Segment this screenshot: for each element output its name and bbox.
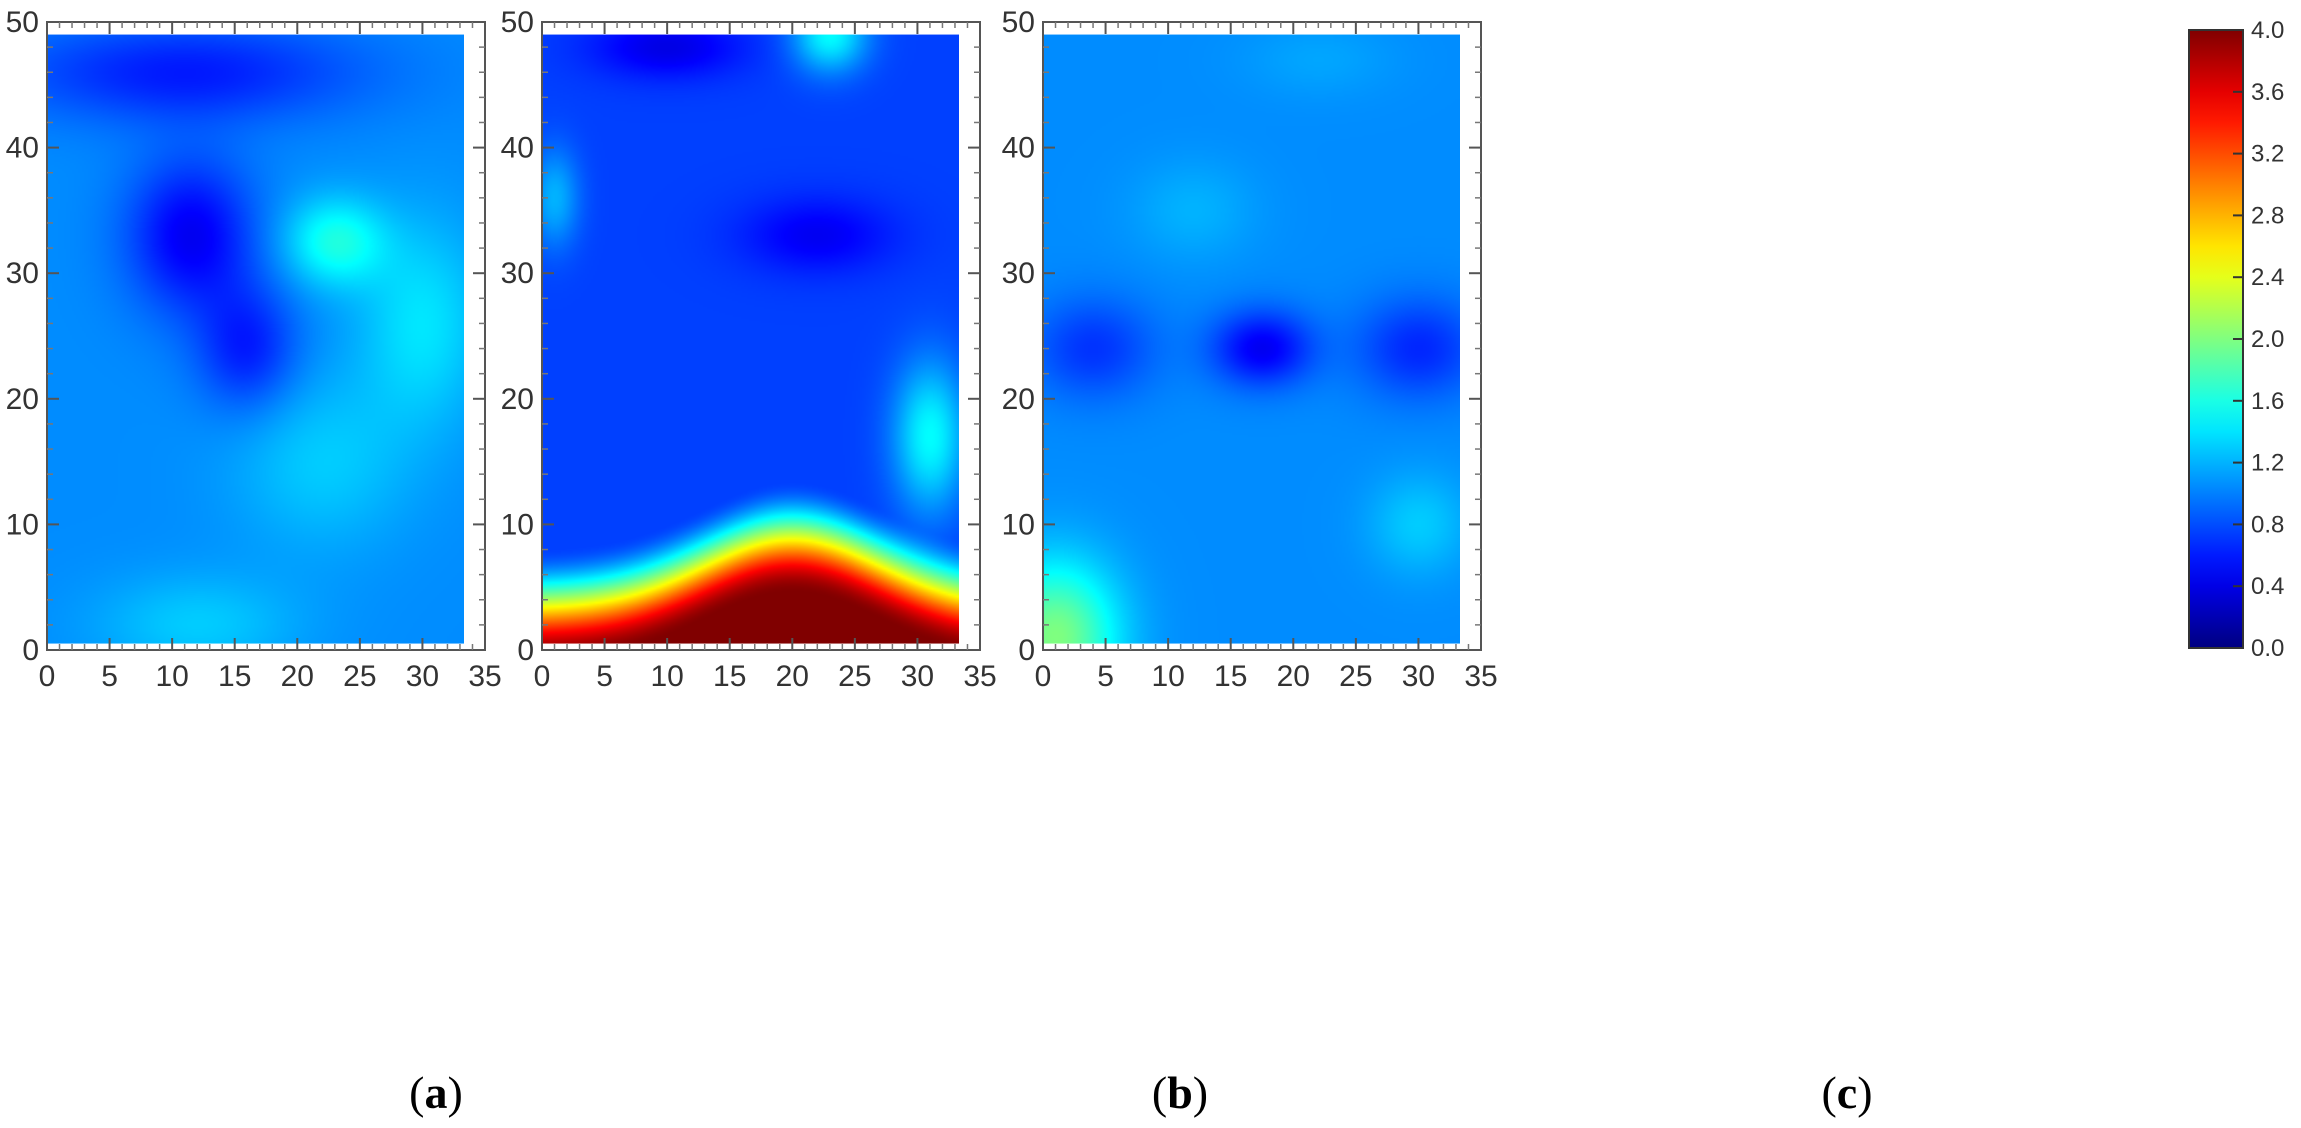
- x-tick-label: 5: [101, 660, 118, 693]
- y-tick-label: 0: [22, 634, 39, 667]
- y-tick-label: 10: [6, 508, 39, 541]
- x-tick-label: 0: [39, 660, 56, 693]
- y-tick-label: 30: [501, 257, 534, 290]
- x-tick-label: 10: [1151, 660, 1184, 693]
- y-tick-label: 0: [1018, 634, 1035, 667]
- colorbar-tick-label: 0.4: [2251, 573, 2284, 600]
- x-tick-label: 15: [1214, 660, 1247, 693]
- x-tick-label: 5: [596, 660, 613, 693]
- caption-b: (b): [1152, 1067, 1208, 1118]
- colorbar-tick-label: 4.0: [2251, 17, 2284, 44]
- plot-frame: [46, 21, 486, 651]
- x-tick-label: 20: [1277, 660, 1310, 693]
- colorbar-tick-label: 3.2: [2251, 141, 2284, 168]
- y-tick-label: 0: [517, 634, 534, 667]
- colorbar-tick-label: 2.4: [2251, 264, 2284, 291]
- y-tick-label: 20: [1002, 383, 1035, 416]
- plot-frame: [1042, 21, 1482, 651]
- x-tick-label: 15: [713, 660, 746, 693]
- y-tick-label: 20: [501, 383, 534, 416]
- x-tick-label: 20: [281, 660, 314, 693]
- x-tick-label: 5: [1097, 660, 1114, 693]
- heatmap-image-a: [47, 34, 464, 644]
- x-tick-label: 10: [650, 660, 683, 693]
- heatmap-panel-c: 0 5 10 15 20 25 30 35 0 10 20 30 40 50: [1002, 6, 1498, 693]
- panel-captions: (a) (b) (c): [409, 1067, 1872, 1118]
- x-tick-label: 0: [534, 660, 551, 693]
- x-tick-label: 35: [1464, 660, 1497, 693]
- caption-c: (c): [1821, 1067, 1872, 1118]
- y-tick-label: 50: [1002, 6, 1035, 39]
- colorbar-tick-label: 0.0: [2251, 635, 2284, 662]
- heatmap-panel-a: 0 5 10 15 20 25 30 35 0 10 20 30 40 50: [6, 6, 502, 693]
- heatmap-image-c: [1043, 34, 1460, 644]
- y-tick-label: 10: [501, 508, 534, 541]
- x-tick-label: 30: [901, 660, 934, 693]
- x-tick-label: 25: [343, 660, 376, 693]
- x-tick-label: 10: [155, 660, 188, 693]
- colorbar-tick-label: 2.0: [2251, 326, 2284, 353]
- plot-frame: [541, 21, 981, 651]
- colorbar: 4.0 3.6 3.2 2.8 2.4 2.0 1.6 1.2 0.8 0.4 0.0: [2188, 17, 2284, 662]
- y-tick-label: 30: [6, 257, 39, 290]
- x-tick-label: 15: [218, 660, 251, 693]
- caption-a: (a): [409, 1067, 463, 1118]
- heatmap-image-b: [542, 34, 959, 644]
- x-tick-label: 25: [838, 660, 871, 693]
- y-tick-label: 30: [1002, 257, 1035, 290]
- colorbar-tick-label: 1.6: [2251, 388, 2284, 415]
- x-tick-label: 30: [406, 660, 439, 693]
- colorbar-tick-label: 2.8: [2251, 202, 2284, 229]
- y-tick-label: 20: [6, 383, 39, 416]
- colorbar-tick-label: 3.6: [2251, 79, 2284, 106]
- y-tick-label: 10: [1002, 508, 1035, 541]
- y-tick-label: 50: [6, 6, 39, 39]
- x-tick-label: 35: [963, 660, 996, 693]
- y-tick-label: 40: [501, 132, 534, 165]
- x-tick-label: 25: [1339, 660, 1372, 693]
- x-tick-label: 20: [776, 660, 809, 693]
- heatmap-panel-b: 0 5 10 15 20 25 30 35 0 10 20 30 40 50: [501, 6, 997, 693]
- y-tick-label: 40: [1002, 132, 1035, 165]
- x-tick-label: 30: [1402, 660, 1435, 693]
- y-tick-label: 50: [501, 6, 534, 39]
- y-tick-label: 40: [6, 132, 39, 165]
- x-tick-label: 0: [1035, 660, 1052, 693]
- x-tick-label: 35: [468, 660, 501, 693]
- colorbar-tick-label: 1.2: [2251, 450, 2284, 477]
- colorbar-tick-label: 0.8: [2251, 511, 2284, 538]
